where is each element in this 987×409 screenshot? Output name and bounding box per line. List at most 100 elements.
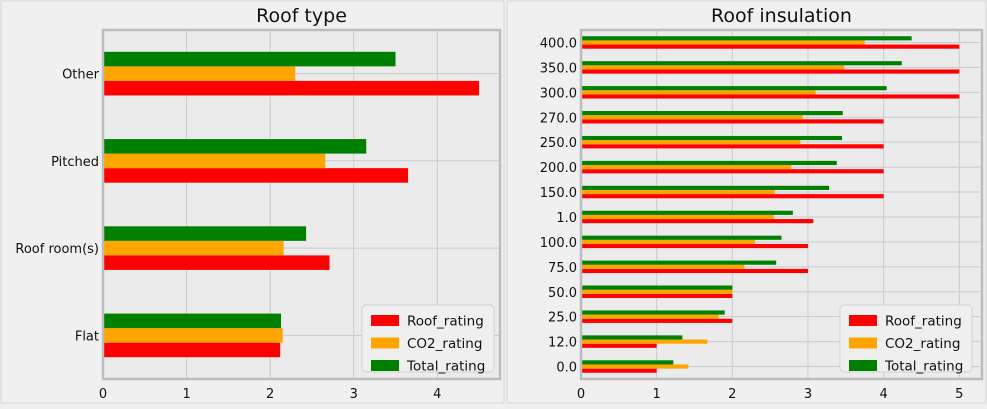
- y-tick-label: 50.0: [548, 286, 577, 301]
- legend-label-total-rating: Total_rating: [406, 359, 485, 375]
- panel-roof-insulation: 0 1 2 3 4 50.012.025.050.075.0100.01.0150.020…: [506, 0, 987, 404]
- y-tick-label: 250.0: [540, 136, 577, 151]
- subplot-frame: [0, 0, 505, 404]
- bar-roof-rating-100-0: [581, 243, 808, 249]
- bar-total-rating-12-0: [581, 335, 683, 340]
- y-tick-label: Flat: [75, 329, 99, 344]
- bar-roof-rating-300-0: [581, 94, 960, 99]
- x-tick-label: 1: [182, 387, 190, 402]
- bar-total-rating-1-0: [581, 210, 793, 215]
- bar-roof-rating-270-0: [581, 119, 884, 124]
- y-tick-label: 350.0: [540, 61, 577, 76]
- bar-total-rating-400-0: [581, 36, 912, 41]
- bar-roof-rating-50-0: [581, 293, 733, 298]
- bar-total-rating-270-0: [581, 111, 843, 116]
- y-tick-label: 0.0: [556, 361, 577, 376]
- x-tick-label: 1: [653, 387, 661, 402]
- bar-roof-rating-250-0: [581, 144, 884, 149]
- bar-co2-rating-200-0: [581, 165, 792, 170]
- bar-co2-rating-250-0: [581, 140, 801, 145]
- bar-roof-rating-pitched: [103, 168, 409, 183]
- bar-co2-rating-350-0: [581, 65, 845, 70]
- bar-total-rating-25-0: [581, 310, 725, 315]
- y-tick-label: Roof room(s): [15, 242, 99, 257]
- bar-roof-rating-0-0: [581, 368, 657, 373]
- legend-swatch-total-rating: [849, 360, 877, 371]
- bar-roof-rating-75-0: [581, 268, 808, 274]
- bar-total-rating-350-0: [581, 61, 902, 66]
- x-tick-label: 0: [577, 387, 585, 402]
- bar-roof-rating-12-0: [581, 343, 657, 348]
- x-tick-label: 2: [728, 387, 736, 402]
- bar-co2-rating-100-0: [581, 239, 756, 244]
- bar-roof-rating-200-0: [581, 169, 884, 174]
- bar-co2-rating-other: [103, 66, 296, 81]
- legend-swatch-co2-rating: [371, 337, 399, 349]
- y-tick-label: 300.0: [540, 86, 577, 101]
- axes-spine: [101, 28, 502, 381]
- bar-roof-rating-400-0: [581, 44, 960, 49]
- bar-total-rating-100-0: [581, 235, 782, 240]
- bar-co2-rating-flat: [103, 328, 283, 343]
- y-tick-label: 12.0: [548, 336, 577, 351]
- bar-roof-rating-1-0: [581, 219, 814, 224]
- legend-label-roof-rating: Roof_rating: [407, 314, 484, 330]
- bar-roof-rating-150-0: [581, 194, 884, 199]
- y-tick-label: Pitched: [51, 155, 99, 170]
- bar-co2-rating-roof-room-s: [103, 240, 284, 256]
- bar-total-rating-75-0: [581, 260, 777, 265]
- y-tick-label: 200.0: [540, 161, 577, 176]
- bar-co2-rating-150-0: [581, 189, 775, 195]
- bar-roof-rating-25-0: [581, 318, 733, 323]
- legend-swatch-roof-rating: [371, 315, 399, 326]
- panel-roof-type: 0 1 2 3 4 Flat Roof room(s) Pitched Other Roof ty…: [0, 0, 505, 404]
- subplot-frame: [506, 0, 987, 404]
- bar-co2-rating-12-0: [581, 339, 708, 344]
- legend-swatch-total-rating: [371, 360, 399, 371]
- chart-title: Roof type: [256, 5, 347, 27]
- bar-roof-rating-roof-room-s: [103, 255, 330, 270]
- axes-spine: [579, 28, 984, 381]
- bar-total-rating-200-0: [581, 160, 837, 166]
- x-tick-label: 3: [804, 387, 812, 402]
- bar-total-rating-50-0: [581, 285, 733, 290]
- chart-title: Roof insulation: [711, 5, 852, 27]
- bar-roof-rating-350-0: [581, 69, 960, 74]
- bar-roof-rating-flat: [103, 342, 281, 358]
- y-tick-label: 150.0: [540, 186, 577, 201]
- y-tick-label: 25.0: [548, 311, 577, 326]
- legend-label-co2-rating: CO2_rating: [407, 336, 482, 352]
- bar-total-rating-flat: [103, 313, 282, 329]
- x-tick-label: 5: [955, 387, 963, 402]
- legend-swatch-roof-rating: [849, 315, 877, 326]
- legend-label-roof-rating: Roof_rating: [885, 314, 962, 330]
- bar-total-rating-other: [103, 51, 396, 67]
- bar-co2-rating-400-0: [581, 40, 865, 45]
- bar-co2-rating-50-0: [581, 289, 733, 294]
- bar-total-rating-300-0: [581, 86, 887, 91]
- y-tick-label: 270.0: [540, 111, 577, 126]
- x-tick-label: 4: [433, 387, 441, 402]
- x-tick-label: 4: [880, 387, 888, 402]
- y-tick-label: 75.0: [548, 261, 577, 276]
- bar-total-rating-pitched: [103, 139, 367, 154]
- y-tick-label: 100.0: [540, 236, 577, 251]
- legend-label-total-rating: Total_rating: [884, 359, 963, 375]
- x-tick-label: 0: [99, 387, 107, 402]
- bar-co2-rating-270-0: [581, 115, 803, 120]
- bar-co2-rating-1-0: [581, 214, 774, 220]
- bar-total-rating-250-0: [581, 135, 843, 141]
- bar-co2-rating-300-0: [581, 90, 816, 95]
- bar-total-rating-150-0: [581, 185, 830, 190]
- bar-co2-rating-25-0: [581, 314, 719, 319]
- bar-total-rating-0-0: [581, 360, 674, 365]
- bar-co2-rating-75-0: [581, 264, 745, 269]
- y-tick-label: 400.0: [540, 36, 577, 51]
- x-tick-label: 2: [266, 387, 274, 402]
- y-tick-label: 1.0: [556, 211, 577, 226]
- bar-total-rating-roof-room-s: [103, 226, 307, 241]
- bar-co2-rating-0-0: [581, 364, 689, 369]
- bar-co2-rating-pitched: [103, 153, 326, 169]
